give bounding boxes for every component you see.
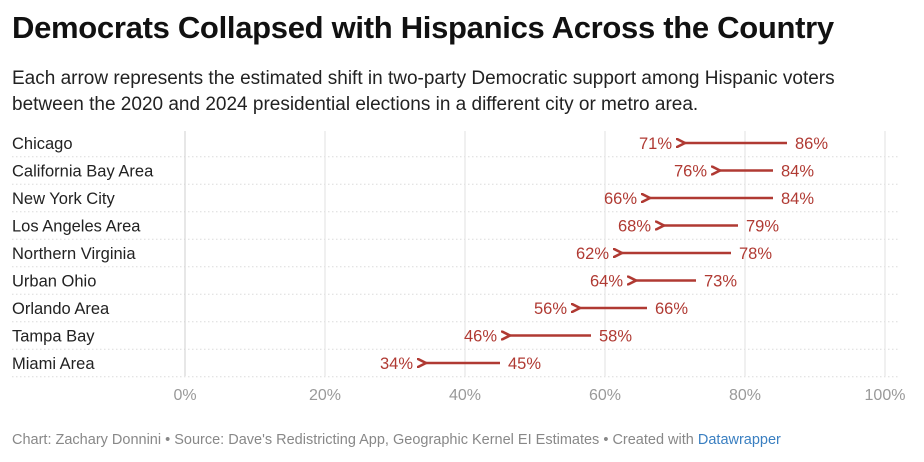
datawrapper-link[interactable]: Datawrapper xyxy=(697,432,781,448)
chart-title: Democrats Collapsed with Hispanics Acros… xyxy=(12,10,834,45)
value-label-2024: 64% xyxy=(590,273,623,291)
x-tick-label: 80% xyxy=(729,387,761,404)
value-label-2024: 62% xyxy=(576,245,609,263)
category-label: Miami Area xyxy=(12,355,95,373)
category-label: Tampa Bay xyxy=(12,328,95,346)
value-label-2020: 66% xyxy=(655,300,688,318)
category-label: Los Angeles Area xyxy=(12,218,141,236)
value-label-2024: 66% xyxy=(604,190,637,208)
arrow-row: Orlando Area 66% 56% xyxy=(12,300,688,318)
x-tick-label: 60% xyxy=(589,387,621,404)
arrow-row: Northern Virginia 78% 62% xyxy=(12,245,772,263)
arrow-row: New York City 84% 66% xyxy=(12,190,814,208)
value-label-2020: 78% xyxy=(739,245,772,263)
value-label-2024: 46% xyxy=(464,328,497,346)
x-tick-label: 100% xyxy=(865,387,906,404)
x-tick-label: 40% xyxy=(449,387,481,404)
chart-footer: Chart: Zachary Donnini • Source: Dave's … xyxy=(12,432,781,448)
arrow-row: Urban Ohio 73% 64% xyxy=(12,273,737,291)
arrow-chart: Chicago 86% 71% California Bay Area 84% 76% Ne… xyxy=(12,131,906,404)
arrow-row: Chicago 86% 71% xyxy=(12,135,828,153)
category-label: California Bay Area xyxy=(12,163,154,181)
arrow-row: Miami Area 45% 34% xyxy=(12,355,541,373)
value-label-2020: 84% xyxy=(781,163,814,181)
category-label: Chicago xyxy=(12,135,73,153)
value-label-2024: 56% xyxy=(534,300,567,318)
value-label-2020: 58% xyxy=(599,328,632,346)
category-label: Northern Virginia xyxy=(12,245,136,263)
arrow-row: Tampa Bay 58% 46% xyxy=(12,328,632,346)
x-tick-label: 0% xyxy=(173,387,196,404)
arrow-row: California Bay Area 84% 76% xyxy=(12,163,814,181)
value-label-2024: 68% xyxy=(618,218,651,236)
value-label-2024: 71% xyxy=(639,135,672,153)
value-label-2024: 76% xyxy=(674,163,707,181)
chart-subtitle: Each arrow represents the estimated shif… xyxy=(12,68,835,115)
value-label-2020: 84% xyxy=(781,190,814,208)
value-label-2020: 86% xyxy=(795,135,828,153)
value-label-2024: 34% xyxy=(380,355,413,373)
category-label: Orlando Area xyxy=(12,300,110,318)
arrow-row: Los Angeles Area 79% 68% xyxy=(12,218,779,236)
x-tick-label: 20% xyxy=(309,387,341,404)
value-label-2020: 45% xyxy=(508,355,541,373)
value-label-2020: 79% xyxy=(746,218,779,236)
footer-credits: Chart: Zachary Donnini • Source: Dave's … xyxy=(12,432,698,448)
value-label-2020: 73% xyxy=(704,273,737,291)
category-label: Urban Ohio xyxy=(12,273,96,291)
category-label: New York City xyxy=(12,190,115,208)
